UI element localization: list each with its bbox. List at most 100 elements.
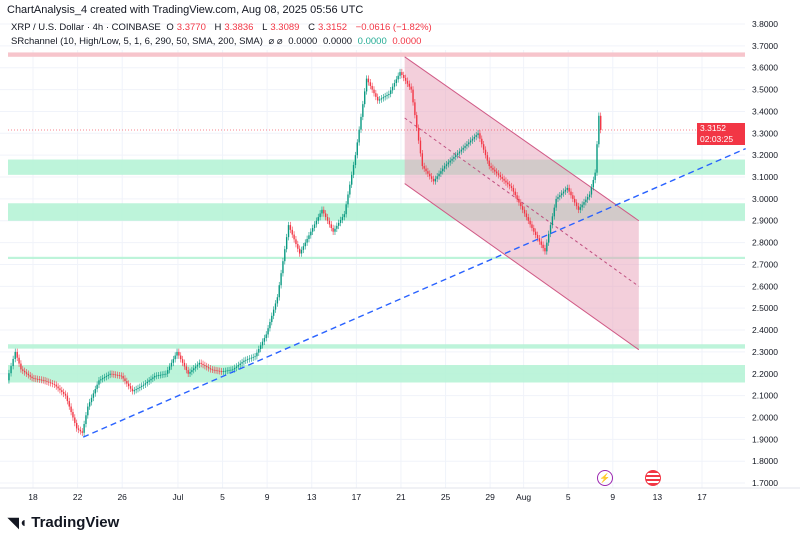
candle-body <box>83 424 85 433</box>
candle-body <box>170 362 173 367</box>
candle-body <box>124 378 126 382</box>
candle-body <box>510 186 513 188</box>
candle-body <box>313 224 316 229</box>
candle-body <box>241 362 243 364</box>
y-tick-label: 1.7000 <box>752 478 778 488</box>
candle-body <box>421 153 424 167</box>
y-tick-label: 3.6000 <box>752 63 778 73</box>
candle-body <box>462 147 464 150</box>
candle-body <box>217 370 219 372</box>
brand-name: TradingView <box>31 514 120 531</box>
us-flag-icon[interactable] <box>645 470 661 486</box>
candle-body <box>237 365 240 367</box>
candle-body <box>440 171 442 174</box>
candle-body <box>209 368 212 370</box>
candle-body <box>310 231 312 236</box>
candle-body <box>544 248 546 252</box>
candle-body <box>10 366 12 374</box>
candle-body <box>256 352 258 357</box>
y-tick-label: 3.8000 <box>752 19 778 29</box>
candle-body <box>85 415 87 425</box>
candle-body <box>466 144 468 147</box>
candle-body <box>233 367 236 370</box>
candle-body <box>96 384 98 390</box>
candle-body <box>566 187 568 190</box>
support-zone <box>8 365 745 383</box>
candle-body <box>129 386 132 389</box>
candle-body <box>215 370 217 371</box>
candle-body <box>20 363 22 370</box>
y-tick-label: 2.4000 <box>752 325 778 335</box>
candle-body <box>596 144 598 173</box>
candle-body <box>293 234 295 240</box>
y-tick-label: 2.3000 <box>752 347 778 357</box>
candle-body <box>120 375 122 377</box>
candle-body <box>533 228 535 232</box>
candle-body <box>326 217 329 221</box>
candle-body <box>12 359 14 367</box>
candle-body <box>518 198 520 203</box>
candle-body <box>137 387 139 390</box>
candle-body <box>371 85 373 90</box>
candle-body <box>55 384 57 387</box>
candle-body <box>230 369 232 371</box>
candle-body <box>161 374 163 376</box>
candle-body <box>35 378 37 380</box>
lightning-icon[interactable]: ⚡ <box>597 470 613 486</box>
hidden-eye-icon[interactable]: ⌀ ⌀ <box>268 36 283 47</box>
candle-body <box>187 370 189 374</box>
candle-body <box>581 204 583 208</box>
candle-body <box>131 388 134 392</box>
candle-body <box>103 377 106 379</box>
candle-body <box>148 380 150 382</box>
current-price: 3.3152 <box>700 123 726 133</box>
close-label: C <box>308 22 315 33</box>
y-tick-label: 1.8000 <box>752 456 778 466</box>
candle-body <box>304 242 306 247</box>
candle-body <box>297 244 299 249</box>
candle-body <box>198 362 201 365</box>
candle-body <box>373 89 375 94</box>
x-tick-label: 21 <box>396 492 406 502</box>
candle-body <box>31 376 33 379</box>
candle-body <box>226 370 228 372</box>
candle-body <box>536 234 539 239</box>
y-tick-label: 3.3000 <box>752 128 778 138</box>
candle-body <box>404 77 407 81</box>
candle-body <box>590 187 593 195</box>
x-tick-label: 5 <box>566 492 571 502</box>
candle-body <box>600 115 602 130</box>
symbol-name[interactable]: XRP / U.S. Dollar · 4h · COINBASE <box>11 22 161 33</box>
candle-body <box>272 309 275 316</box>
candle-body <box>427 171 429 174</box>
candle-body <box>317 217 319 221</box>
candle-body <box>453 156 455 159</box>
candle-body <box>46 381 48 382</box>
candle-body <box>568 187 570 192</box>
candle-body <box>183 362 186 367</box>
candle-body <box>425 168 427 172</box>
y-tick-label: 2.2000 <box>752 369 778 379</box>
candle-body <box>514 191 516 196</box>
candle-body <box>475 135 477 137</box>
x-tick-label: 13 <box>653 492 663 502</box>
candle-body <box>109 373 111 375</box>
candle-body <box>114 374 117 376</box>
change-value: −0.0616 (−1.82%) <box>355 22 432 33</box>
regression-channel <box>404 56 639 350</box>
candle-body <box>191 370 193 372</box>
indicator-name[interactable]: SRchannel (10, High/Low, 5, 1, 6, 290, 5… <box>11 36 263 47</box>
candle-body <box>274 303 277 310</box>
candle-body <box>397 75 399 80</box>
candle-body <box>298 248 301 254</box>
candle-body <box>319 213 321 218</box>
candle-body <box>261 341 264 346</box>
candle-body <box>40 379 43 381</box>
channel-lower-line <box>404 183 640 351</box>
candle-body <box>367 78 370 83</box>
candle-body <box>116 374 119 376</box>
candle-body <box>72 412 74 418</box>
candle-body <box>451 158 453 161</box>
candle-body <box>412 89 414 103</box>
